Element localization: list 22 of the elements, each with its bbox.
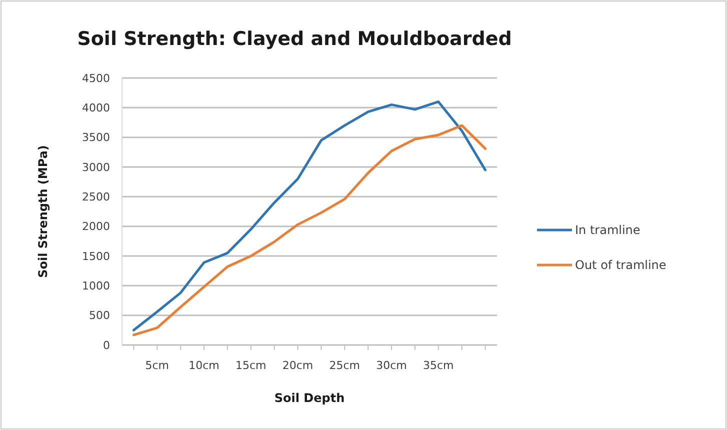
y-axis-title: Soil Strength (MPa) [36,145,50,278]
y-tick-label: 4500 [82,72,110,85]
y-tick-label: 0 [103,338,110,352]
y-tick-label: 500 [89,309,110,322]
chart-title: Soil Strength: Clayed and Mouldboarded [77,28,512,50]
legend-label: In tramline [575,223,640,238]
y-tick-label: 2000 [82,220,110,234]
x-tick-label: 5cm [145,359,170,372]
y-tick-label: 4000 [82,102,110,115]
x-tick-label: 10cm [188,359,220,372]
y-tick-label: 3500 [82,131,110,144]
y-tick-label: 1000 [82,280,110,293]
x-tick-label: 15cm [236,359,266,372]
legend-label: Out of tramline [575,258,666,272]
x-tick-label: 25cm [329,359,360,372]
x-tick-label: 20cm [282,359,314,372]
x-tick-label: 35cm [423,359,454,372]
y-tick-label: 1500 [82,250,110,263]
y-tick-label: 2500 [82,190,110,204]
y-tick-label: 3000 [82,160,110,174]
x-axis-title: Soil Depth [274,391,345,405]
x-tick-label: 30cm [376,359,407,372]
